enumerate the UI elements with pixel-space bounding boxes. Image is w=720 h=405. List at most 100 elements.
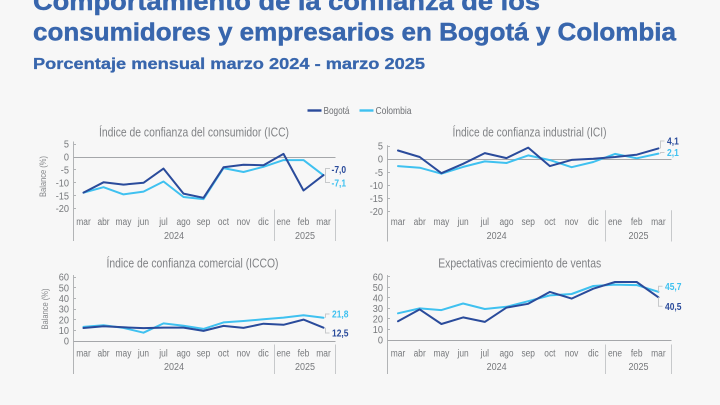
svg-text:may: may xyxy=(433,349,449,360)
svg-text:50: 50 xyxy=(59,283,70,294)
svg-text:oct: oct xyxy=(218,217,229,228)
svg-text:21,8: 21,8 xyxy=(332,310,349,321)
svg-text:45,7: 45,7 xyxy=(665,282,682,293)
svg-text:jun: jun xyxy=(137,217,149,228)
svg-text:40: 40 xyxy=(373,293,384,304)
svg-text:ago: ago xyxy=(500,349,514,360)
svg-text:-20: -20 xyxy=(56,204,70,215)
svg-text:-20: -20 xyxy=(370,207,384,218)
svg-text:sep: sep xyxy=(197,217,211,228)
svg-text:abr: abr xyxy=(414,217,427,228)
svg-text:ene: ene xyxy=(277,349,291,360)
svg-text:mar: mar xyxy=(316,349,331,360)
svg-text:20: 20 xyxy=(373,315,384,326)
svg-text:mar: mar xyxy=(391,349,406,360)
svg-text:nov: nov xyxy=(237,349,251,360)
svg-text:mar: mar xyxy=(391,217,406,228)
svg-text:10: 10 xyxy=(59,326,70,337)
svg-text:mar: mar xyxy=(651,349,666,360)
svg-text:dic: dic xyxy=(258,217,269,228)
svg-text:2025: 2025 xyxy=(629,362,649,373)
svg-text:mar: mar xyxy=(651,217,666,228)
svg-text:0: 0 xyxy=(64,337,70,348)
svg-text:0: 0 xyxy=(378,336,384,347)
svg-text:2024: 2024 xyxy=(164,362,184,373)
svg-text:mar: mar xyxy=(76,217,91,228)
svg-text:2025: 2025 xyxy=(295,362,315,373)
svg-text:50: 50 xyxy=(373,283,384,294)
svg-text:Índice de confianza industrial: Índice de confianza industrial (ICI) xyxy=(453,125,607,140)
svg-text:ago: ago xyxy=(177,217,191,228)
svg-text:Índice de confianza del consum: Índice de confianza del consumidor (ICC) xyxy=(99,125,289,140)
svg-text:may: may xyxy=(433,217,449,228)
svg-text:-7,1: -7,1 xyxy=(332,178,347,189)
svg-text:2024: 2024 xyxy=(487,362,507,373)
svg-text:feb: feb xyxy=(298,349,310,360)
svg-text:Índice de confianza comercial: Índice de confianza comercial (ICCO) xyxy=(107,256,279,271)
svg-text:jun: jun xyxy=(457,217,469,228)
svg-text:jul: jul xyxy=(158,349,167,360)
svg-text:0: 0 xyxy=(64,153,70,164)
svg-text:12,5: 12,5 xyxy=(332,329,349,340)
svg-text:oct: oct xyxy=(544,349,555,360)
svg-text:ene: ene xyxy=(608,349,622,360)
svg-text:60: 60 xyxy=(59,273,70,284)
svg-text:-15: -15 xyxy=(370,194,384,205)
svg-text:4,1: 4,1 xyxy=(667,137,679,148)
svg-text:5: 5 xyxy=(378,142,384,153)
svg-text:jun: jun xyxy=(137,349,149,360)
svg-text:nov: nov xyxy=(565,217,579,228)
svg-text:Balance (%): Balance (%) xyxy=(40,289,50,330)
svg-text:feb: feb xyxy=(631,217,643,228)
svg-text:Expectativas crecimiento de ve: Expectativas crecimiento de ventas xyxy=(438,257,601,271)
svg-text:dic: dic xyxy=(588,349,599,360)
svg-text:2024: 2024 xyxy=(164,231,184,242)
svg-text:2025: 2025 xyxy=(629,231,649,242)
svg-text:Comportamiento de la confianza: Comportamiento de la confianza de los xyxy=(33,0,540,16)
svg-text:ene: ene xyxy=(608,217,622,228)
svg-text:mar: mar xyxy=(76,349,91,360)
svg-text:-10: -10 xyxy=(56,178,70,189)
svg-text:Colombia: Colombia xyxy=(376,105,412,117)
svg-text:abr: abr xyxy=(97,217,110,228)
svg-text:2025: 2025 xyxy=(295,231,315,242)
svg-text:Porcentaje mensual marzo 2024: Porcentaje mensual marzo 2024 - marzo 20… xyxy=(33,56,425,73)
svg-text:dic: dic xyxy=(588,217,599,228)
svg-text:10: 10 xyxy=(373,325,384,336)
svg-text:-5: -5 xyxy=(61,166,70,177)
svg-text:20: 20 xyxy=(59,315,70,326)
svg-text:jul: jul xyxy=(158,217,167,228)
svg-text:oct: oct xyxy=(544,217,555,228)
svg-text:ago: ago xyxy=(500,217,514,228)
svg-text:30: 30 xyxy=(373,304,384,315)
svg-text:mar: mar xyxy=(316,217,331,228)
svg-text:feb: feb xyxy=(298,217,310,228)
svg-text:5: 5 xyxy=(64,140,70,151)
svg-text:may: may xyxy=(116,217,132,228)
svg-text:ene: ene xyxy=(277,217,291,228)
svg-text:sep: sep xyxy=(197,349,211,360)
svg-text:Bogotá: Bogotá xyxy=(324,105,350,117)
svg-text:dic: dic xyxy=(258,349,269,360)
svg-text:0: 0 xyxy=(378,155,384,166)
svg-text:2,1: 2,1 xyxy=(667,148,679,159)
svg-text:-5: -5 xyxy=(375,168,384,179)
svg-text:nov: nov xyxy=(565,349,579,360)
svg-text:60: 60 xyxy=(373,272,384,283)
svg-text:2024: 2024 xyxy=(487,231,507,242)
svg-text:ago: ago xyxy=(177,349,191,360)
svg-text:sep: sep xyxy=(521,349,535,360)
svg-text:30: 30 xyxy=(59,305,70,316)
svg-text:oct: oct xyxy=(218,349,229,360)
svg-text:jul: jul xyxy=(480,349,489,360)
svg-text:-10: -10 xyxy=(370,181,384,192)
svg-text:abr: abr xyxy=(414,349,427,360)
svg-text:-15: -15 xyxy=(56,191,70,202)
svg-text:feb: feb xyxy=(631,349,643,360)
svg-text:jun: jun xyxy=(457,349,469,360)
svg-text:sep: sep xyxy=(521,217,535,228)
svg-text:40: 40 xyxy=(59,294,70,305)
svg-text:Balance (%): Balance (%) xyxy=(38,156,48,197)
svg-text:nov: nov xyxy=(237,217,251,228)
svg-text:-7,0: -7,0 xyxy=(332,165,347,176)
